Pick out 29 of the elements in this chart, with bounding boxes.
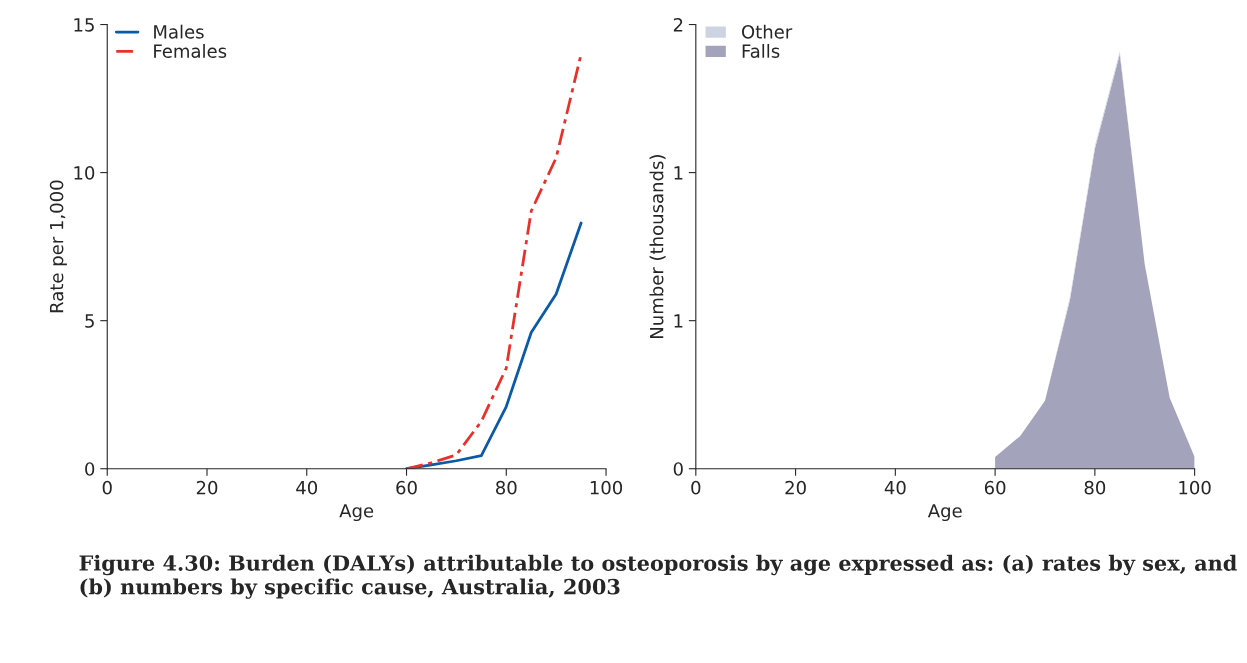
legend-label: Females [154,43,227,58]
y-axis-title: Number (thousands) [649,155,666,338]
y-tick-label: 0 [673,462,683,476]
x-tick-label: 80 [1084,480,1106,495]
y-axis-title: Rate per 1,000 [49,180,67,313]
legend-label: Other [741,24,793,39]
x-tick-label: 20 [785,480,806,495]
y-tick-label: 10 [74,166,95,180]
x-tick-label: 0 [691,480,701,495]
y-tick-label: 1 [674,166,683,180]
x-tick-label: 20 [196,480,218,495]
x-tick-label: 0 [102,480,112,495]
x-tick-label: 60 [984,480,1006,495]
y-tick-label: 2 [673,17,683,32]
caption: Figure 4.30: Burden (DALYs) attributable to osteoporosis by age expressed as: (a) rates by sex, and (b) numbers by specific cause, Australia, 2003 [79,554,1237,599]
x-tick-label: 60 [396,480,417,495]
legend-label: Males [154,24,204,39]
y-tick-label: 0 [85,462,95,476]
x-tick-label: 100 [590,480,623,495]
y-tick-label: 5 [85,314,94,328]
y-tick-label: 15 [74,18,94,32]
x-axis-title: Age [339,504,374,522]
x-tick-label: 100 [1179,480,1211,495]
x-tick-label: 40 [296,480,318,495]
x-tick-label: 80 [496,480,517,495]
x-tick-label: 40 [884,480,906,495]
legend-label: Falls [742,43,780,58]
x-axis-title: Age [927,504,962,522]
y-tick-label: 1 [674,314,683,328]
